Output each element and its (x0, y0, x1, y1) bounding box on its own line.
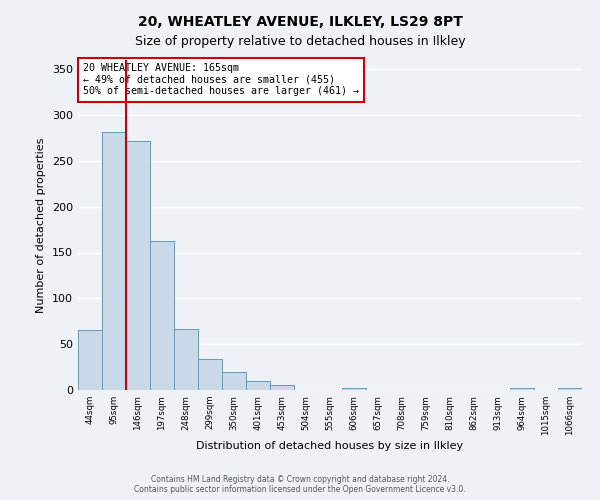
Bar (150, 240, 174, 390)
Text: 20, WHEATLEY AVENUE, ILKLEY, LS29 8PT: 20, WHEATLEY AVENUE, ILKLEY, LS29 8PT (137, 15, 463, 29)
Bar (270, 386, 294, 390)
Bar (510, 388, 534, 390)
Bar (246, 381, 270, 390)
Bar (102, 132, 126, 390)
Text: Contains HM Land Registry data © Crown copyright and database right 2024.
Contai: Contains HM Land Registry data © Crown c… (134, 474, 466, 494)
Y-axis label: Number of detached properties: Number of detached properties (37, 138, 46, 312)
Text: Size of property relative to detached houses in Ilkley: Size of property relative to detached ho… (134, 35, 466, 48)
Bar (558, 388, 582, 390)
X-axis label: Distribution of detached houses by size in Ilkley: Distribution of detached houses by size … (196, 441, 464, 451)
Bar (174, 328, 198, 390)
Bar (342, 388, 366, 390)
Text: 20 WHEATLEY AVENUE: 165sqm
← 49% of detached houses are smaller (455)
50% of sem: 20 WHEATLEY AVENUE: 165sqm ← 49% of deta… (83, 64, 359, 96)
Bar (222, 372, 246, 390)
Bar (78, 330, 102, 390)
Bar (126, 140, 150, 390)
Bar (198, 359, 222, 390)
